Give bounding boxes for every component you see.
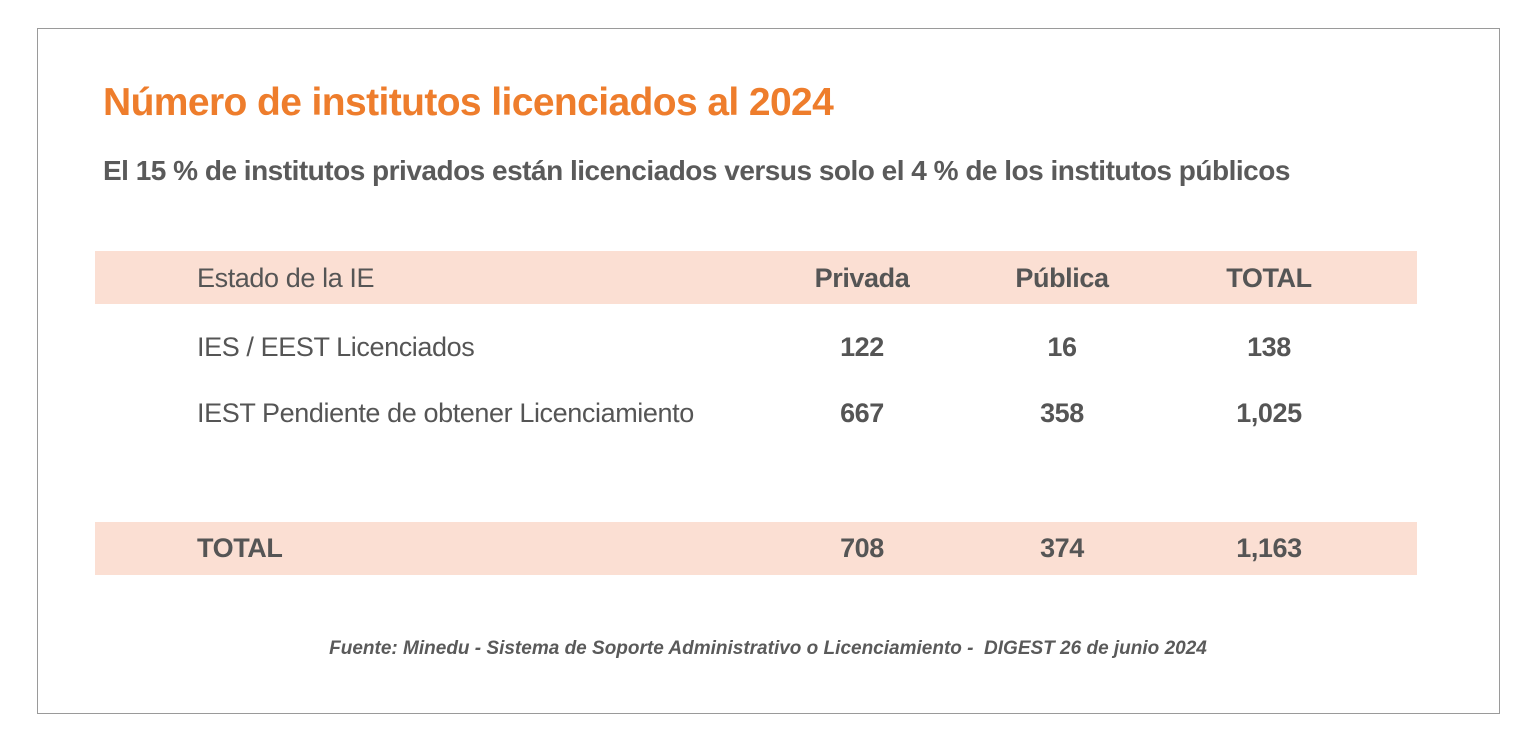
row-publica: 16 [1047,332,1077,362]
header-estado: Estado de la IE [197,263,375,293]
header-publica: Pública [1015,263,1109,293]
row-label: IEST Pendiente de obtener Licenciamiento [197,398,694,428]
page-title: Número de institutos licenciados al 2024 [103,81,834,124]
row-privada: 122 [840,332,884,362]
row-publica: 358 [1040,398,1084,428]
total-privada: 708 [840,533,884,563]
page-subtitle: El 15 % de institutos privados están lic… [103,155,1290,186]
source-note: Fuente: Minedu - Sistema de Soporte Admi… [329,638,1207,659]
header-privada: Privada [814,263,910,293]
total-total: 1,163 [1236,533,1302,563]
total-label: TOTAL [197,533,283,563]
total-publica: 374 [1040,533,1084,563]
row-total: 138 [1247,332,1291,362]
infographic-frame [37,28,1500,714]
row-label: IES / EEST Licenciados [197,332,475,362]
table-header-band [95,251,1417,304]
row-total: 1,025 [1236,398,1302,428]
header-total: TOTAL [1226,263,1312,293]
row-privada: 667 [840,398,884,428]
table-total-band [95,522,1417,575]
